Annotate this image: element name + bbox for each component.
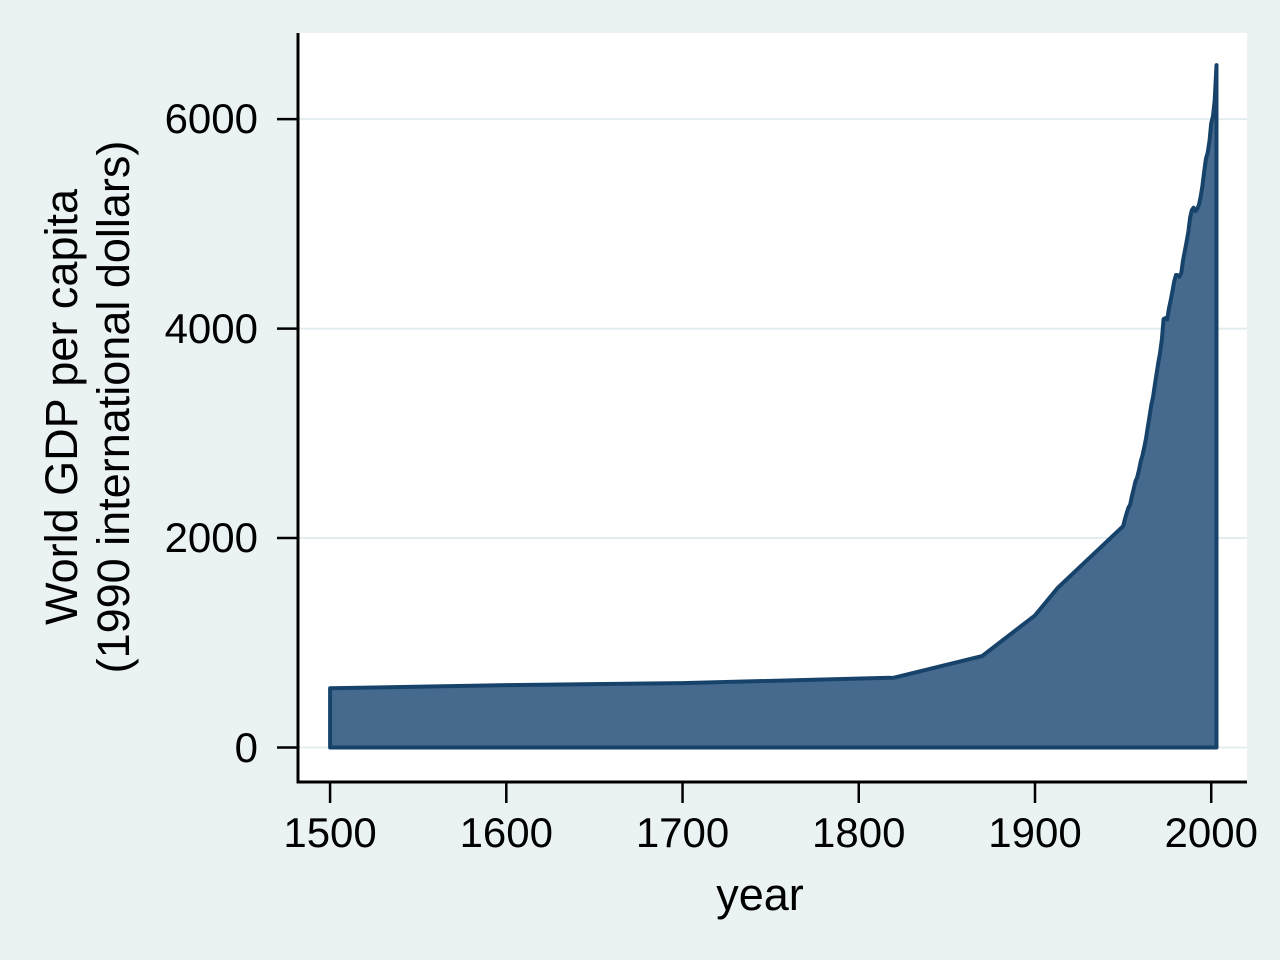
y-tick-label-4000: 4000 [164,304,258,352]
y-axis-title-line2: (1990 international dollars) [88,140,139,674]
x-tick-label-1800: 1800 [812,809,906,856]
x-tick-label-1700: 1700 [635,809,730,856]
y-axis-title-line1: World GDP per capita [36,188,87,626]
x-tick-label-1900: 1900 [988,809,1082,856]
y-axis-title: World GDP per capita (1990 international… [36,27,140,787]
x-tick-label-1500: 1500 [283,809,377,856]
gdp-area-series [328,63,1219,750]
y-tick-label-6000: 6000 [164,95,258,143]
x-tick-label-2000: 2000 [1164,809,1258,856]
x-axis-title: year [716,869,804,920]
y-tick-label-0: 0 [234,723,258,771]
y-tick-label-2000: 2000 [164,514,258,562]
x-tick-label-1600: 1600 [459,809,554,856]
